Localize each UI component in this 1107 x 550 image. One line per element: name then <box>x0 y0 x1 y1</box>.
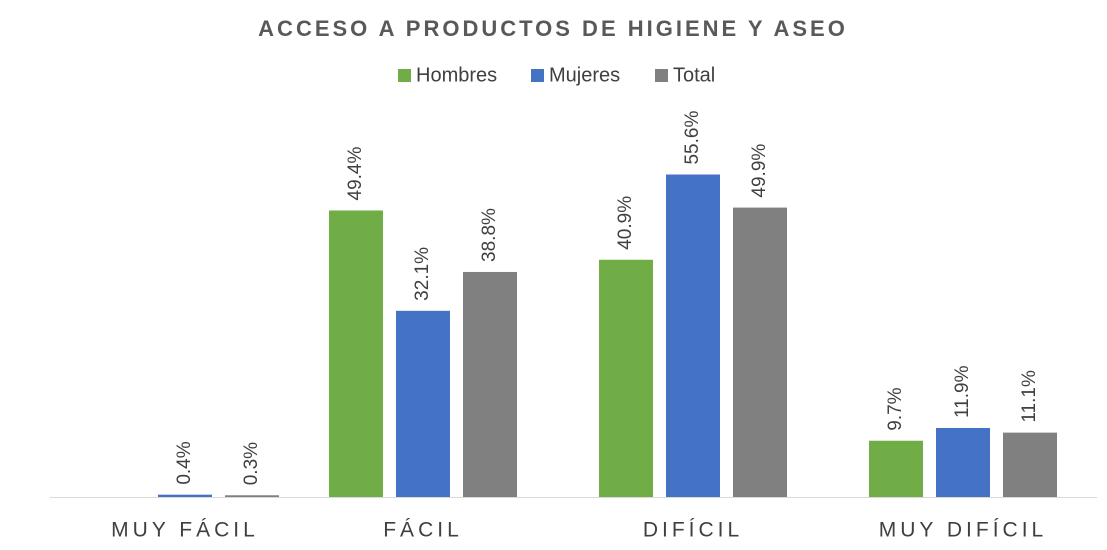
bar <box>599 259 653 497</box>
bar <box>936 427 990 497</box>
value-label: 49.4% <box>345 147 366 201</box>
legend-label: Mujeres <box>549 64 620 86</box>
x-tick-label: DIFÍCIL <box>643 519 743 542</box>
value-label: 0.4% <box>174 441 195 484</box>
x-tick-label: FÁCIL <box>383 519 463 542</box>
legend-swatch <box>398 69 411 82</box>
bar <box>396 310 450 497</box>
bar <box>733 207 787 497</box>
x-tick-label: MUY DIFÍCIL <box>879 519 1047 542</box>
value-label: 11.9% <box>952 365 973 418</box>
bar <box>225 495 279 497</box>
bar <box>329 210 383 498</box>
legend-swatch <box>531 69 544 82</box>
value-label: 38.8% <box>479 208 500 262</box>
bar <box>158 494 212 497</box>
legend-swatch <box>655 69 668 82</box>
x-tick-label: MUY FÁCIL <box>111 519 259 542</box>
bar <box>869 440 923 497</box>
value-label: 9.7% <box>885 387 906 430</box>
bar <box>666 174 720 497</box>
bar <box>1003 432 1057 497</box>
legend-label: Total <box>673 64 715 86</box>
bar <box>463 271 517 497</box>
value-label: 0.3% <box>241 442 262 485</box>
chart-title: ACCESO A PRODUCTOS DE HIGIENE Y ASEO <box>258 16 848 41</box>
value-label: 32.1% <box>412 247 433 301</box>
value-label: 40.9% <box>615 196 636 250</box>
legend-label: Hombres <box>416 64 497 86</box>
value-label: 11.1% <box>1019 370 1040 423</box>
value-label: 55.6% <box>682 111 703 165</box>
value-label: 49.9% <box>749 144 770 198</box>
